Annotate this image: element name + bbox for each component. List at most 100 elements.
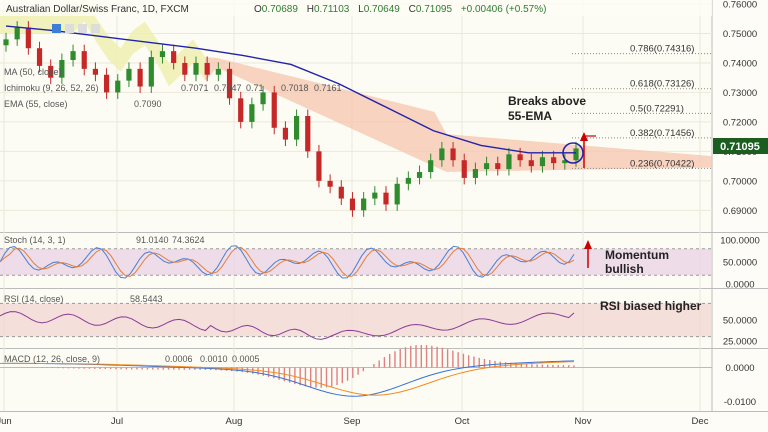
macd-value-1: 0.0006	[165, 354, 193, 364]
symbol-title: Australian Dollar/Swiss Franc, 1D, FXCM	[6, 4, 189, 15]
candle-body	[528, 160, 534, 167]
annotation-momentum: Momentum bullish	[605, 248, 672, 276]
candle-body	[506, 154, 512, 170]
candle-body	[126, 68, 132, 81]
candle-body	[293, 116, 300, 140]
candle-body	[48, 65, 54, 78]
ema-line	[5, 25, 576, 154]
candle-body	[14, 27, 20, 40]
y-tick-label: 0.0000	[725, 280, 754, 291]
y-tick-label: 0.73000	[723, 88, 757, 99]
y-tick-label: 0.70000	[723, 176, 757, 187]
h-label: H	[307, 4, 314, 15]
signal-line	[0, 361, 575, 396]
fib-label: 0.618(0.73126)	[630, 79, 694, 90]
candle-body	[59, 60, 65, 78]
annotation-momentum-line1: Momentum	[605, 248, 669, 262]
candle-body	[450, 148, 456, 161]
more-icon[interactable]	[91, 24, 100, 33]
candle-body	[439, 148, 445, 161]
legend-toolbar[interactable]	[52, 24, 100, 33]
last-price-badge	[713, 138, 768, 154]
x-tick-label: Aug	[226, 416, 243, 427]
ema-55-line	[5, 25, 576, 154]
candle-body	[372, 192, 378, 199]
close-icon[interactable]	[78, 24, 87, 33]
ichimoku-cloud	[0, 0, 713, 172]
macd-title: MACD (12, 26, close, 9)	[4, 354, 100, 364]
indicator-lines	[0, 245, 712, 397]
candle-body	[70, 51, 76, 60]
cloud-bullish	[0, 0, 206, 87]
candle-body	[226, 68, 233, 99]
ma-legend: MA (50, close)	[4, 67, 62, 77]
c-value: 0.71095	[416, 4, 453, 15]
candle-body	[260, 92, 266, 105]
candle-body	[204, 62, 210, 75]
candle-body	[238, 98, 244, 122]
candle-body	[3, 39, 9, 46]
candle-body	[428, 160, 434, 172]
macd-value-3: 0.0005	[232, 354, 260, 364]
candle-body	[394, 183, 400, 205]
candle-body	[361, 198, 367, 211]
stoch-band	[0, 248, 712, 276]
y-tick-label: 0.74000	[723, 58, 757, 69]
candle-body	[327, 180, 333, 187]
settings-icon[interactable]	[65, 24, 74, 33]
ichimoku-legend: Ichimoku (9, 26, 52, 26)	[4, 83, 99, 93]
eye-icon[interactable]	[52, 24, 61, 33]
ichimoku-value-5: 0.7161	[314, 83, 342, 93]
y-tick-label: 0.76000	[723, 0, 757, 11]
candle-body	[416, 172, 423, 178]
x-tick-label: Sep	[344, 416, 361, 427]
l-value: 0.70649	[364, 4, 401, 15]
y-tick-label: 0.69000	[723, 206, 757, 217]
candle-body	[383, 192, 389, 205]
candle-body	[249, 104, 255, 122]
x-tick-label: Jul	[111, 416, 123, 427]
candle-body	[517, 154, 523, 161]
o-label: O	[254, 4, 262, 15]
ichimoku-value-1: 0.7071	[181, 83, 209, 93]
y-tick-label: 0.0000	[725, 363, 754, 374]
arrow-up-icon	[584, 240, 592, 249]
fib-label: 0.382(0.71456)	[630, 128, 694, 139]
candle-body	[316, 151, 322, 181]
ema-legend: EMA (55, close)	[4, 99, 68, 109]
y-tick-label: 50.0000	[723, 258, 757, 269]
candle-body	[92, 68, 99, 75]
candle-body	[148, 57, 154, 87]
candle-body	[171, 51, 177, 63]
x-tick-label: Jun	[0, 416, 12, 427]
candles	[3, 21, 579, 217]
candle-body	[573, 148, 579, 161]
annotation-rsi: RSI biased higher	[600, 299, 702, 313]
candle-body	[81, 51, 87, 69]
candle-body	[25, 27, 31, 49]
candle-body	[551, 157, 557, 164]
candle-body	[562, 160, 568, 164]
stoch-d-value: 74.3624	[172, 235, 205, 245]
y-tick-label: -0.0100	[724, 397, 756, 408]
ichimoku-value-2: 0.7047	[214, 83, 242, 93]
header-bg	[0, 0, 712, 16]
candle-body	[159, 51, 166, 58]
cloud-bearish	[205, 57, 713, 172]
ichimoku-value-3: 0.71	[246, 83, 264, 93]
candle-body	[271, 92, 277, 128]
candle-body	[495, 163, 501, 170]
x-tick-label: Nov	[575, 416, 592, 427]
x-tick-label: Oct	[455, 416, 470, 427]
svg-text:O0.70689 H0.71103: O0.70689 H0.71103 L0.70649 C0.71095 +0.0…	[254, 4, 546, 15]
candle-body	[115, 80, 121, 93]
fibonacci-levels: 0.786(0.74316) 0.618(0.73126) 0.5(0.72291)…	[572, 44, 712, 169]
ichimoku-value-4: 0.7018	[281, 83, 309, 93]
y-tick-label: 25.0000	[723, 336, 757, 347]
ema-value: 0.7090	[134, 99, 162, 109]
candle-body	[405, 177, 411, 184]
annotation-ema-break-line1: Breaks above	[508, 94, 586, 108]
candle-body	[472, 169, 479, 178]
